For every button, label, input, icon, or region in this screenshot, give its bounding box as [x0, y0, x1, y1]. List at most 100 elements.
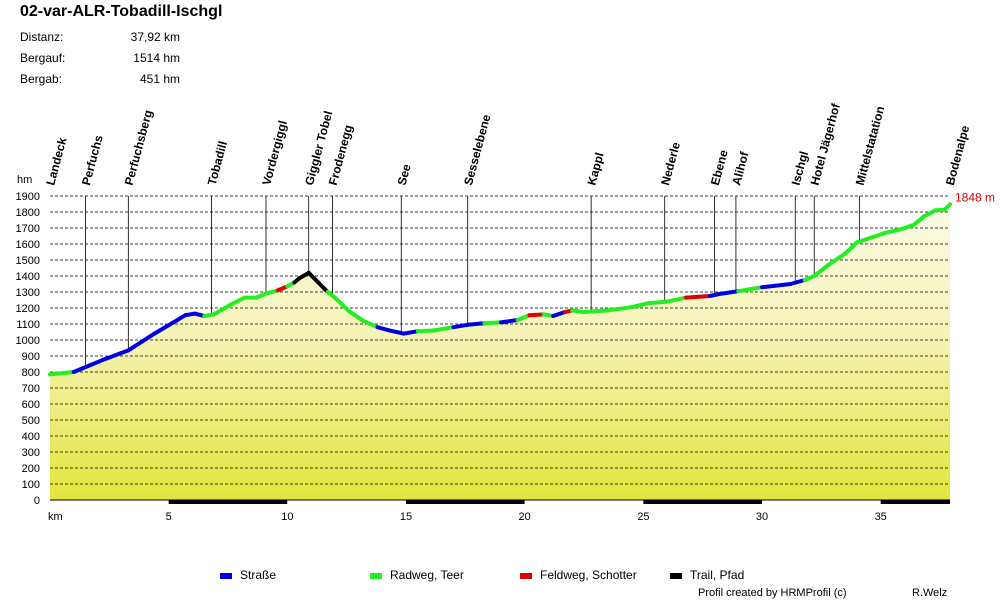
x-tick-label: 10	[281, 511, 293, 523]
y-tick-label: 600	[22, 399, 40, 411]
route-segment	[527, 312, 546, 318]
stat-label: Bergab:	[20, 72, 63, 86]
waypoint-label: Mittelstatation	[853, 105, 888, 187]
y-tick-label: 400	[22, 431, 40, 443]
km-stripe	[287, 500, 407, 504]
route-segment	[482, 320, 503, 326]
page-title: 02-var-ALR-Tobadill-Ischgl	[20, 3, 223, 20]
waypoint-label: Perfuchs	[79, 133, 106, 187]
route-segment	[843, 240, 859, 256]
route-segment	[102, 348, 131, 362]
x-tick-label: 15	[400, 511, 412, 523]
route-segment	[826, 251, 848, 267]
y-tick-label: 1800	[16, 207, 40, 219]
route-segment	[211, 302, 233, 317]
credit-software: Profil created by HRMProfil (c)	[698, 587, 847, 599]
route-segment	[869, 230, 888, 240]
legend-label: Feldweg, Schotter	[540, 568, 637, 582]
route-segment	[228, 295, 247, 307]
legend-label: Trail, Pfad	[690, 568, 745, 582]
route-segment	[684, 294, 712, 300]
y-tick-label: 700	[22, 383, 40, 395]
route-segment	[719, 289, 741, 296]
waypoint-label: Hotel Jägerhof	[808, 101, 844, 187]
y-tick-label: 1600	[16, 239, 40, 251]
route-segment	[432, 325, 456, 333]
waypoint-label: Landeck	[43, 136, 69, 187]
legend-swatch	[520, 572, 532, 579]
stat-label: Bergauf:	[20, 51, 66, 65]
route-segment	[629, 301, 651, 310]
legend-item-bike: Radweg, Teer	[370, 568, 464, 582]
route-segment	[646, 299, 670, 306]
route-segment	[263, 288, 280, 296]
y-tick-label: 1000	[16, 335, 40, 347]
route-segment	[760, 282, 793, 290]
route-segment	[582, 308, 610, 314]
y-tick-label: 0	[34, 495, 40, 507]
y-tick-label: 200	[22, 463, 40, 475]
route-segment	[788, 278, 807, 286]
waypoint-label: Sesselebene	[461, 113, 493, 187]
route-segment	[71, 357, 107, 374]
profile-area	[50, 204, 950, 501]
stats-panel: Distanz: 37,92 km Bergauf: 1514 hm Berga…	[20, 30, 180, 93]
waypoint-label: Nederle	[658, 140, 683, 186]
km-stripe	[524, 500, 644, 504]
legend-swatch	[220, 572, 232, 579]
y-tick-label: 500	[22, 415, 40, 427]
waypoint-label: Perfuchsberg	[122, 108, 156, 186]
route-segment	[812, 262, 831, 278]
route-segment	[306, 270, 321, 285]
waypoint-label: See	[395, 162, 414, 187]
y-tick-label: 1300	[16, 287, 40, 299]
y-tick-label: 300	[22, 447, 40, 459]
stat-ascent: Bergauf: 1514 hm	[20, 51, 180, 72]
legend-label: Radweg, Teer	[390, 568, 464, 582]
legend-label: Straße	[240, 568, 277, 582]
y-tick-label: 1900	[16, 191, 40, 203]
y-tick-label: 100	[22, 479, 40, 491]
stat-label: Distanz:	[20, 30, 64, 44]
x-tick-label: 25	[637, 511, 649, 523]
route-segment	[515, 313, 532, 322]
waypoint-label: Bodenalpe	[943, 124, 972, 187]
route-segment	[361, 318, 380, 330]
stat-value: 37,92 km	[130, 30, 180, 44]
stat-value: 1514 hm	[133, 51, 180, 65]
route-segment	[332, 295, 352, 314]
credit-author: R.Welz	[912, 587, 948, 599]
route-segment	[736, 285, 765, 294]
y-tick-label: 1100	[16, 319, 40, 331]
route-segment	[897, 222, 916, 232]
route-segment	[126, 331, 157, 353]
route-segment	[465, 321, 487, 327]
x-tick-label: 35	[875, 511, 887, 523]
y-tick-label: 1200	[16, 303, 40, 315]
waypoint-label: Vordergiggl	[259, 119, 290, 187]
legend-item-road: Straße	[220, 568, 276, 582]
route-segment	[551, 310, 568, 318]
route-segment	[387, 328, 406, 336]
route-segment	[883, 227, 902, 235]
stat-distance: Distanz: 37,92 km	[20, 30, 180, 51]
x-tick-label: 20	[519, 511, 531, 523]
stat-value: 451 hm	[139, 72, 180, 86]
km-stripe	[643, 500, 763, 504]
waypoint-label: Frodenegg	[326, 123, 356, 187]
legend-item-gravel: Feldweg, Schotter	[520, 568, 637, 582]
route-segment	[401, 329, 420, 336]
legend-swatch	[670, 572, 682, 579]
y-tick-label: 800	[22, 367, 40, 379]
waypoint-label: Alihof	[729, 149, 752, 186]
route-segment	[921, 208, 938, 219]
route-segment	[451, 322, 470, 330]
legend-item-trail: Trail, Pfad	[670, 568, 744, 582]
route-segment	[48, 370, 76, 377]
km-stripe	[762, 500, 881, 504]
route-segment	[347, 309, 366, 323]
route-segment	[911, 214, 926, 227]
waypoint-label: Tobadill	[205, 140, 230, 187]
route-segment	[171, 313, 188, 325]
